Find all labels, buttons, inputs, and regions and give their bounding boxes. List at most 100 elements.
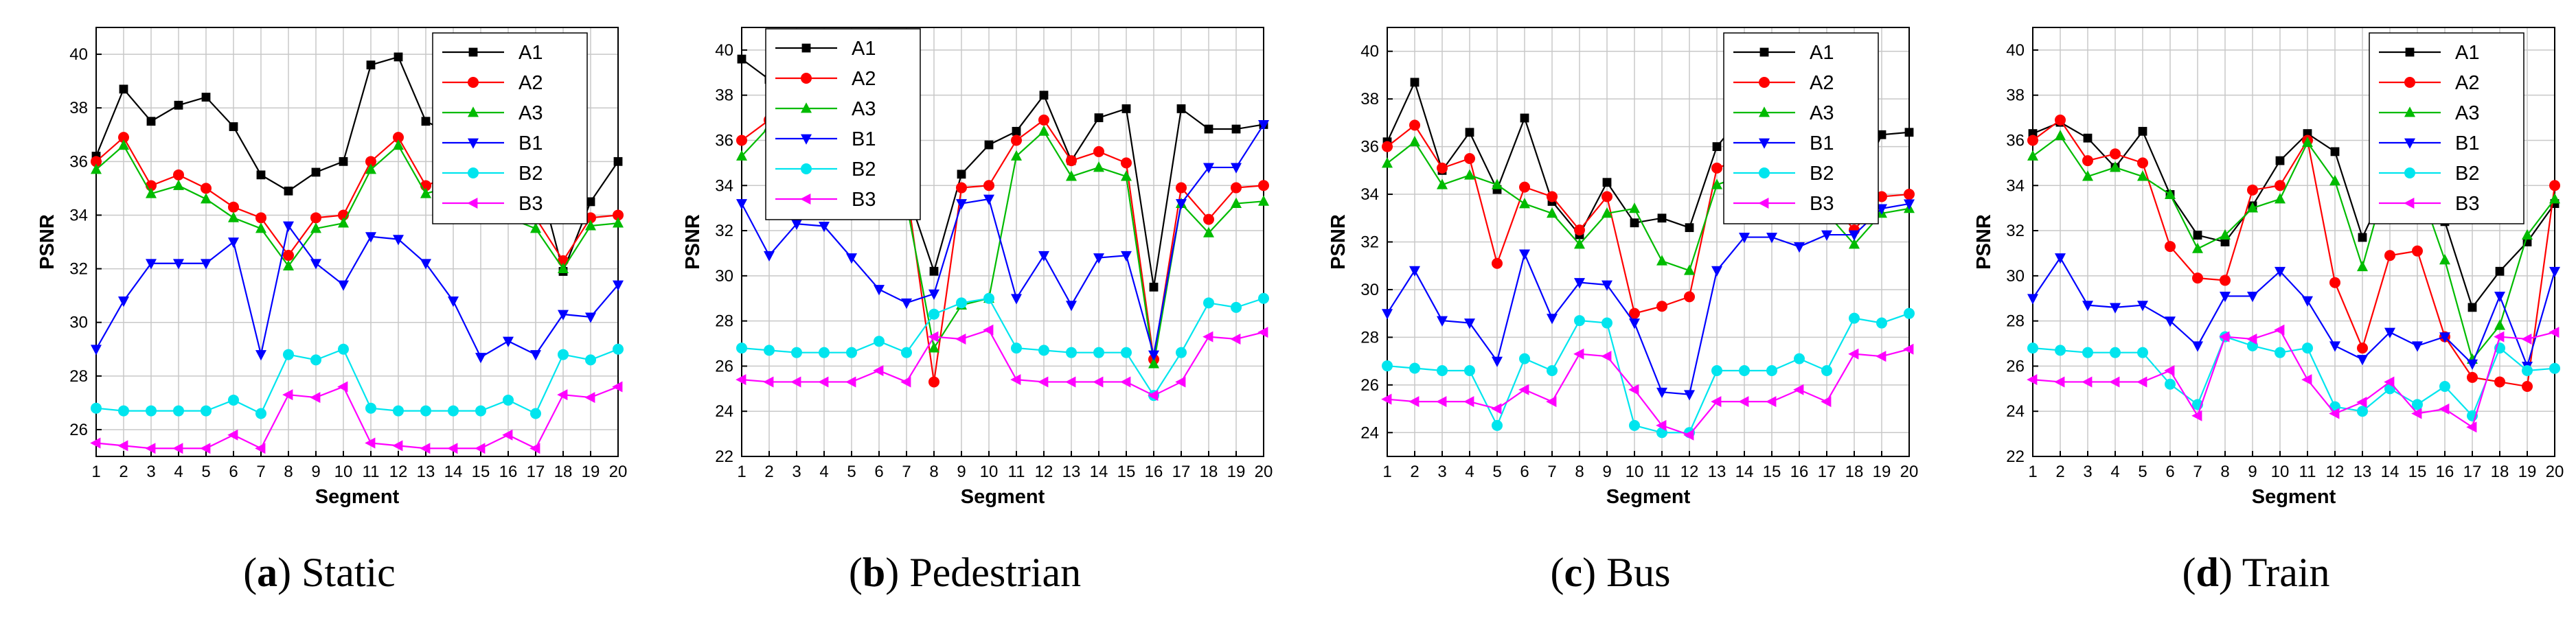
data-point xyxy=(173,405,184,417)
x-tick-label: 15 xyxy=(2408,463,2427,481)
legend-entry: B1 xyxy=(1810,132,1834,154)
data-point xyxy=(1175,376,1186,388)
data-point xyxy=(1684,390,1695,401)
data-point xyxy=(2494,376,2505,388)
data-point xyxy=(338,217,349,228)
y-tick-label: 22 xyxy=(2006,448,2025,466)
caption-train: (d) Train xyxy=(2182,550,2330,595)
data-point xyxy=(1876,351,1887,362)
data-point xyxy=(2522,381,2533,393)
data-point xyxy=(791,219,802,230)
data-point xyxy=(874,336,885,347)
data-point xyxy=(1203,163,1214,174)
x-tick-label: 9 xyxy=(1602,463,1611,481)
legend-entry: B1 xyxy=(518,132,543,154)
x-tick-label: 15 xyxy=(472,463,490,481)
data-point xyxy=(1656,419,1667,431)
x-tick-label: 16 xyxy=(2436,463,2454,481)
data-point xyxy=(174,100,183,110)
data-point xyxy=(1120,376,1131,388)
data-point xyxy=(2302,136,2313,148)
x-tick-label: 11 xyxy=(1008,463,1025,481)
x-tick-label: 17 xyxy=(527,463,545,481)
x-tick-label: 17 xyxy=(2463,463,2482,481)
data-point xyxy=(1492,356,1503,367)
data-point xyxy=(2329,174,2340,186)
y-tick-label: 36 xyxy=(1360,138,1379,156)
data-point xyxy=(2191,410,2202,421)
data-point xyxy=(2027,342,2038,354)
data-point xyxy=(2027,150,2038,161)
data-point xyxy=(2467,359,2478,370)
y-tick-label: 24 xyxy=(715,402,733,421)
x-tick-label: 5 xyxy=(1492,463,1501,481)
data-point xyxy=(228,211,239,222)
panel-bus: 1 2 3 4 5 6 7 8 9 10 11 12 13 14 15 16 17 18 19 20 24 26 28 30 3… xyxy=(1291,0,1930,639)
y-tick-label: 36 xyxy=(715,131,733,150)
legend-entry: B1 xyxy=(852,128,876,150)
data-point xyxy=(2411,408,2422,419)
series-b3 xyxy=(90,381,623,454)
data-point xyxy=(1766,365,1777,376)
data-point xyxy=(394,52,403,62)
data-point xyxy=(118,139,129,150)
data-point xyxy=(2110,347,2121,358)
data-point xyxy=(310,392,321,404)
data-point xyxy=(846,347,857,358)
data-point xyxy=(2549,193,2560,204)
data-point xyxy=(1093,146,1104,157)
data-point xyxy=(613,343,624,355)
data-point xyxy=(1518,384,1529,395)
legend-marker xyxy=(468,167,479,178)
data-point xyxy=(1904,199,1915,210)
legend-marker xyxy=(467,198,478,209)
series-a2 xyxy=(2027,114,2560,393)
data-point xyxy=(1684,291,1695,303)
data-point xyxy=(1876,191,1887,202)
legend-entry: B3 xyxy=(1810,193,1834,215)
data-point xyxy=(1794,242,1805,253)
data-point xyxy=(1038,345,1049,356)
data-point xyxy=(764,345,775,356)
data-point xyxy=(1685,223,1694,233)
data-point xyxy=(2357,406,2368,417)
data-point xyxy=(1381,393,1392,405)
data-point xyxy=(1065,376,1076,388)
legend-marker xyxy=(2404,198,2415,209)
data-point xyxy=(1629,202,1640,213)
data-point xyxy=(1231,301,1242,313)
panel-train: 1 2 3 4 5 6 7 8 9 10 11 12 13 14 15 16 17 18 19 20 22 24 26 28 3… xyxy=(1937,0,2575,639)
data-point xyxy=(1409,119,1420,131)
y-tick-label: 30 xyxy=(1360,281,1379,299)
data-point xyxy=(1602,317,1612,329)
data-point xyxy=(91,163,102,174)
data-point xyxy=(2275,347,2286,358)
legend-marker xyxy=(800,194,811,205)
legend: A1 A2 A3 B1 B2 B3 xyxy=(765,28,921,220)
data-point xyxy=(1573,348,1584,360)
legend-marker xyxy=(801,134,812,145)
series-line xyxy=(95,348,619,415)
caption-letter: c xyxy=(1564,550,1583,595)
data-point xyxy=(117,440,128,452)
series-line xyxy=(2032,256,2556,369)
data-point xyxy=(145,443,156,454)
x-tick-label: 17 xyxy=(1818,463,1836,481)
data-point xyxy=(2082,155,2093,167)
x-tick-label: 1 xyxy=(1382,463,1391,481)
data-point xyxy=(1410,78,1420,87)
data-point xyxy=(2495,266,2505,276)
data-point xyxy=(1464,169,1475,180)
data-point xyxy=(983,194,994,205)
data-point xyxy=(1519,198,1530,209)
data-point xyxy=(1711,396,1722,408)
y-axis: 24 26 28 30 32 34 36 38 40 xyxy=(1360,43,1393,442)
data-point xyxy=(255,350,266,361)
x-tick-label: 13 xyxy=(1708,463,1726,481)
y-tick-label: 36 xyxy=(2006,131,2025,150)
data-point xyxy=(613,217,624,228)
data-point xyxy=(2357,355,2368,366)
x-tick-label: 11 xyxy=(1654,463,1671,481)
data-point xyxy=(2412,399,2423,410)
x-tick-label: 15 xyxy=(1763,463,1781,481)
